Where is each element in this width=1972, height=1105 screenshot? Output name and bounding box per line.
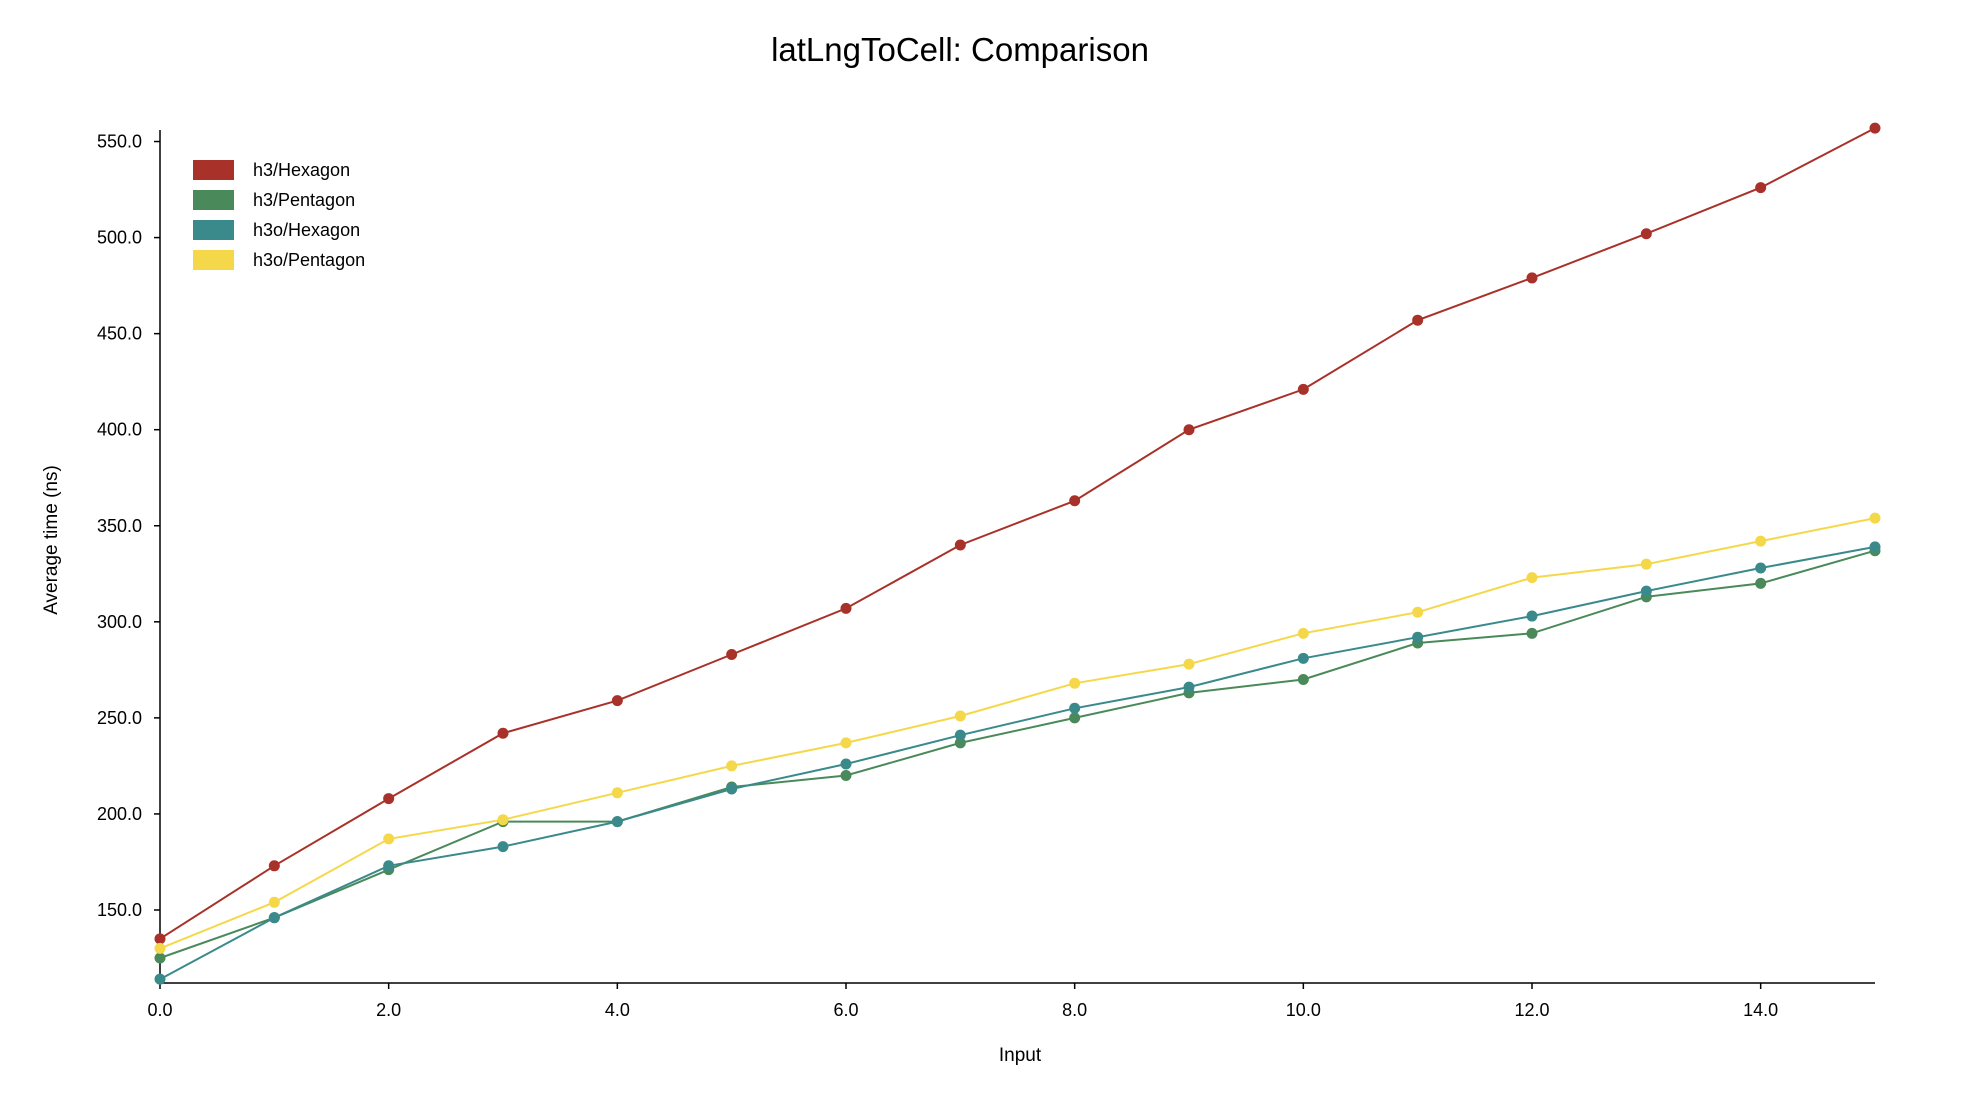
series-points — [154, 122, 1881, 985]
legend-swatch — [193, 220, 234, 240]
data-point-h3o-hexagon — [1297, 652, 1309, 664]
data-point-h3o-pentagon — [726, 760, 738, 772]
legend-swatch — [193, 160, 234, 180]
data-point-h3-hexagon — [1755, 182, 1767, 194]
legend-label: h3o/Pentagon — [253, 250, 365, 270]
series-line-h3-pentagon — [159, 549, 1876, 959]
data-point-h3o-pentagon — [840, 737, 852, 749]
data-point-h3o-hexagon — [840, 758, 852, 770]
series-line-h3o-hexagon — [159, 545, 1876, 981]
x-tick-label: 0.0 — [147, 1000, 172, 1020]
axes — [159, 130, 1875, 984]
legend-swatch — [193, 190, 234, 210]
chart-title: latLngToCell: Comparison — [771, 31, 1149, 68]
data-point-h3-hexagon — [1069, 495, 1081, 507]
data-point-h3-pentagon — [154, 952, 166, 964]
x-tick-label: 4.0 — [605, 1000, 630, 1020]
data-point-h3o-pentagon — [1526, 572, 1538, 584]
data-point-h3o-pentagon — [268, 896, 280, 908]
data-point-h3o-pentagon — [1183, 658, 1195, 670]
data-point-h3o-pentagon — [154, 942, 166, 954]
x-tick-label: 2.0 — [376, 1000, 401, 1020]
y-axis-label: Average time (ns) — [41, 465, 62, 615]
data-point-h3o-hexagon — [1526, 610, 1538, 622]
data-point-h3o-pentagon — [1412, 606, 1424, 618]
data-point-h3-hexagon — [1412, 314, 1424, 326]
data-point-h3o-hexagon — [268, 912, 280, 924]
data-point-h3o-hexagon — [497, 841, 509, 853]
data-point-h3-pentagon — [954, 737, 966, 749]
data-point-h3o-hexagon — [954, 729, 966, 741]
data-point-h3-hexagon — [611, 695, 623, 707]
legend-label: h3/Hexagon — [253, 160, 350, 180]
legend-swatch — [193, 250, 234, 270]
legend-label: h3/Pentagon — [253, 190, 355, 210]
data-point-h3o-hexagon — [726, 783, 738, 795]
legend-label: h3o/Hexagon — [253, 220, 360, 240]
data-point-h3o-hexagon — [383, 860, 395, 872]
series-line-h3-hexagon — [159, 127, 1876, 940]
x-axis-label: Input — [999, 1045, 1042, 1066]
data-point-h3-pentagon — [840, 770, 852, 782]
data-point-h3o-hexagon — [1412, 631, 1424, 643]
y-tick-label: 450.0 — [97, 324, 142, 344]
data-point-h3o-pentagon — [954, 710, 966, 722]
y-tick-label: 500.0 — [97, 228, 142, 248]
x-tick-label: 10.0 — [1286, 1000, 1321, 1020]
data-point-h3o-pentagon — [1869, 512, 1881, 524]
data-point-h3o-pentagon — [1640, 558, 1652, 570]
data-point-h3o-pentagon — [611, 787, 623, 799]
data-point-h3o-pentagon — [1069, 677, 1081, 689]
data-point-h3-hexagon — [954, 539, 966, 551]
data-point-h3-hexagon — [1640, 228, 1652, 240]
x-ticks: 0.0 2.0 4.0 6.0 8.0 10.0 12.0 14.0 — [147, 983, 1778, 1020]
y-tick-label: 250.0 — [97, 708, 142, 728]
series-lines — [159, 127, 1876, 981]
y-tick-label: 300.0 — [97, 612, 142, 632]
data-point-h3o-hexagon — [154, 973, 166, 985]
series-line-h3o-pentagon — [159, 517, 1876, 950]
x-tick-label: 12.0 — [1514, 1000, 1549, 1020]
x-tick-label: 6.0 — [833, 1000, 858, 1020]
data-point-h3-hexagon — [840, 602, 852, 614]
data-point-h3-pentagon — [1297, 673, 1309, 685]
data-point-h3o-pentagon — [1755, 535, 1767, 547]
legend: h3/Hexagon h3/Pentagon h3o/Hexagon h3o/Pent… — [193, 160, 365, 270]
data-point-h3o-hexagon — [1640, 585, 1652, 597]
x-tick-label: 14.0 — [1743, 1000, 1778, 1020]
data-point-h3o-pentagon — [497, 814, 509, 826]
y-tick-label: 350.0 — [97, 516, 142, 536]
data-point-h3-hexagon — [1526, 272, 1538, 284]
data-point-h3-hexagon — [1297, 383, 1309, 395]
y-tick-label: 400.0 — [97, 420, 142, 440]
data-point-h3-hexagon — [268, 860, 280, 872]
data-point-h3-pentagon — [1526, 627, 1538, 639]
data-point-h3-pentagon — [1069, 712, 1081, 724]
data-point-h3o-pentagon — [383, 833, 395, 845]
y-tick-label: 200.0 — [97, 804, 142, 824]
data-point-h3o-hexagon — [611, 816, 623, 828]
data-point-h3-hexagon — [383, 793, 395, 805]
x-tick-label: 8.0 — [1062, 1000, 1087, 1020]
data-point-h3o-hexagon — [1755, 562, 1767, 574]
data-point-h3-hexagon — [497, 727, 509, 739]
data-point-h3o-hexagon — [1069, 702, 1081, 714]
data-point-h3o-pentagon — [1297, 627, 1309, 639]
data-point-h3-hexagon — [154, 933, 166, 945]
y-ticks: 150.0 200.0 250.0 300.0 350.0 400.0 450.0 500.0… — [97, 132, 160, 920]
y-tick-label: 550.0 — [97, 132, 142, 152]
data-point-h3-pentagon — [1755, 577, 1767, 589]
data-point-h3-hexagon — [726, 648, 738, 660]
data-point-h3-hexagon — [1869, 122, 1881, 134]
y-tick-label: 150.0 — [97, 900, 142, 920]
data-point-h3o-hexagon — [1183, 681, 1195, 693]
data-point-h3o-hexagon — [1869, 541, 1881, 553]
data-point-h3-hexagon — [1183, 424, 1195, 436]
